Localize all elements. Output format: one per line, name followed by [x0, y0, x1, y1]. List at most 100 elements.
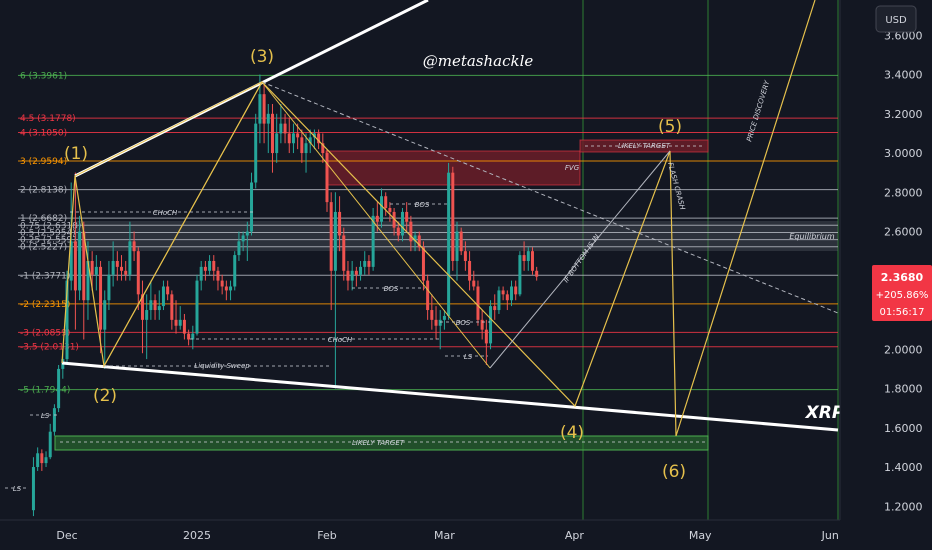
wave-channel-top [74, 81, 263, 177]
candle-body-23 [128, 241, 132, 275]
equilibrium-label: Equilibrium [789, 232, 835, 241]
price-axis[interactable]: 1.20001.40001.60001.80002.00002.20002.40… [839, 0, 932, 520]
time-axis[interactable]: Dec 2025 Feb Mar Apr May Jun [0, 519, 932, 550]
candle-body-70 [325, 153, 329, 203]
candle-body-86 [392, 211, 396, 228]
candle-body-51 [245, 231, 249, 236]
candle-body-84 [384, 196, 388, 208]
currency-button[interactable] [875, 5, 917, 33]
candle-body-27 [145, 310, 149, 320]
currency-button-label: USD [885, 15, 907, 26]
candle-body-114 [510, 286, 514, 301]
wave-label-4: (4) [560, 423, 584, 443]
bar-countdown: 01:56:17 [880, 307, 925, 318]
price-tick-11: 3.4000 [884, 69, 923, 82]
ticker-label: XRP [805, 403, 845, 423]
candle-body-58 [275, 133, 279, 154]
candle-body-107 [480, 319, 484, 330]
candle-body-40 [199, 266, 203, 281]
candle-body-0 [31, 467, 35, 511]
time-axis-background [0, 520, 932, 550]
candle-body-68 [317, 133, 321, 144]
candle-body-36 [182, 319, 186, 334]
candle-body-105 [472, 280, 476, 287]
fib-label-9: 0 (2.5227) [20, 243, 67, 253]
candle-body-26 [140, 294, 144, 320]
price-axis-background [840, 0, 932, 520]
candle-body-30 [157, 306, 161, 311]
candle-body-101 [455, 231, 459, 261]
candle-body-39 [195, 280, 199, 334]
lower-trendline [61, 361, 839, 432]
candle-body-18 [107, 274, 111, 301]
time-tick-4: Apr [565, 529, 585, 542]
candle-body-52 [250, 182, 254, 232]
candle-body-11 [78, 231, 82, 291]
candle-body-93 [421, 247, 425, 281]
candle-body-95 [430, 310, 434, 320]
price-tick-7: 2.6000 [884, 226, 923, 239]
candle-body-80 [367, 260, 371, 267]
candle-body-1 [36, 453, 40, 468]
candle-body-8 [65, 280, 69, 360]
ls-label-early: LS [13, 485, 22, 493]
candle-body-82 [375, 215, 379, 222]
candle-body-63 [296, 133, 300, 138]
candle-body-106 [476, 286, 480, 320]
candle-body-5 [52, 408, 56, 432]
candle-body-87 [396, 227, 400, 236]
candle-body-13 [86, 260, 90, 301]
candle-body-78 [359, 266, 363, 275]
fib-label-0: 6 (3.3961) [20, 71, 67, 81]
candle-body-92 [417, 235, 421, 248]
fib-levels: 6 (3.3961) 4.5 (3.1778) 4 (3.1050) 3 (2.959… [18, 71, 838, 396]
candle-body-94 [426, 280, 430, 311]
candles [31, 74, 539, 517]
candle-body-79 [363, 260, 367, 267]
candle-body-64 [300, 137, 304, 154]
candle-body-60 [283, 123, 287, 134]
candle-body-33 [170, 294, 174, 320]
drawings [61, 0, 839, 437]
candle-body-111 [497, 290, 501, 311]
candle-body-110 [493, 306, 497, 311]
candle-body-69 [321, 143, 325, 154]
fib-label-11: -2 (2.2315) [20, 300, 70, 310]
elliott-wave-path [61, 0, 816, 437]
candle-body-46 [224, 286, 228, 291]
candle-body-118 [526, 251, 530, 261]
candle-body-10 [73, 241, 77, 291]
current-price-tag [872, 265, 932, 321]
ls-label-mar: LS [464, 353, 473, 361]
candle-body-50 [241, 235, 245, 242]
candle-body-71 [329, 202, 333, 271]
fvg-label: FVG [565, 164, 580, 172]
candle-body-54 [258, 94, 262, 124]
price-tick-9: 3.0000 [884, 147, 923, 160]
fib-label-6: 0.75 (2.6318) [20, 221, 81, 231]
candle-body-42 [208, 260, 212, 271]
wave-channel-mid [103, 81, 263, 367]
candle-body-53 [254, 123, 258, 183]
price-tick-8: 2.8000 [884, 186, 923, 199]
candle-body-48 [233, 255, 237, 287]
candle-body-100 [451, 172, 455, 261]
price-tick-2: 1.6000 [884, 422, 923, 435]
wave-label-3: (3) [250, 47, 274, 67]
candle-body-43 [212, 260, 216, 271]
candle-body-4 [48, 431, 52, 458]
wave-label-2: (2) [93, 386, 117, 406]
candle-body-98 [442, 315, 446, 320]
wave-label-5: (5) [658, 117, 682, 137]
wave-channel-down [261, 81, 491, 369]
candle-body-72 [333, 211, 337, 271]
candle-body-117 [522, 255, 526, 261]
fib-label-12: -3 (2.0859) [20, 328, 70, 338]
dashed-trendline [261, 81, 839, 314]
vertical-grid [582, 0, 839, 520]
price-tick-10: 3.2000 [884, 108, 923, 121]
candle-body-47 [229, 286, 233, 291]
candle-body-59 [279, 123, 283, 134]
time-tick-6: Jun [821, 529, 839, 542]
